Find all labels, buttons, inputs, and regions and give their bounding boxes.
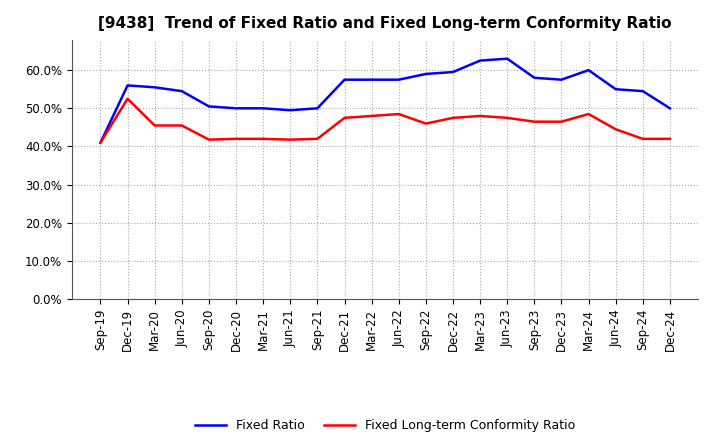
Legend: Fixed Ratio, Fixed Long-term Conformity Ratio: Fixed Ratio, Fixed Long-term Conformity …	[190, 414, 580, 437]
Fixed Ratio	[367, 77, 376, 82]
Fixed Ratio	[611, 87, 620, 92]
Fixed Long-term Conformity Ratio	[367, 114, 376, 119]
Fixed Long-term Conformity Ratio	[584, 111, 593, 117]
Fixed Ratio	[150, 84, 159, 90]
Fixed Ratio	[123, 83, 132, 88]
Fixed Ratio	[584, 67, 593, 73]
Line: Fixed Long-term Conformity Ratio: Fixed Long-term Conformity Ratio	[101, 99, 670, 143]
Fixed Ratio	[665, 106, 674, 111]
Fixed Long-term Conformity Ratio	[557, 119, 566, 125]
Fixed Long-term Conformity Ratio	[123, 96, 132, 101]
Fixed Long-term Conformity Ratio	[232, 136, 240, 142]
Fixed Long-term Conformity Ratio	[476, 114, 485, 119]
Fixed Long-term Conformity Ratio	[341, 115, 349, 121]
Fixed Ratio	[449, 70, 457, 75]
Fixed Ratio	[557, 77, 566, 82]
Fixed Ratio	[395, 77, 403, 82]
Fixed Ratio	[530, 75, 539, 81]
Fixed Ratio	[178, 88, 186, 94]
Fixed Long-term Conformity Ratio	[96, 140, 105, 145]
Fixed Ratio	[259, 106, 268, 111]
Line: Fixed Ratio: Fixed Ratio	[101, 59, 670, 143]
Fixed Long-term Conformity Ratio	[449, 115, 457, 121]
Fixed Long-term Conformity Ratio	[611, 127, 620, 132]
Fixed Ratio	[476, 58, 485, 63]
Fixed Long-term Conformity Ratio	[639, 136, 647, 142]
Fixed Ratio	[341, 77, 349, 82]
Fixed Ratio	[286, 108, 294, 113]
Fixed Ratio	[639, 88, 647, 94]
Fixed Ratio	[232, 106, 240, 111]
Fixed Long-term Conformity Ratio	[503, 115, 511, 121]
Fixed Long-term Conformity Ratio	[178, 123, 186, 128]
Fixed Long-term Conformity Ratio	[204, 137, 213, 142]
Fixed Long-term Conformity Ratio	[665, 136, 674, 142]
Fixed Ratio	[204, 104, 213, 109]
Title: [9438]  Trend of Fixed Ratio and Fixed Long-term Conformity Ratio: [9438] Trend of Fixed Ratio and Fixed Lo…	[99, 16, 672, 32]
Fixed Ratio	[313, 106, 322, 111]
Fixed Long-term Conformity Ratio	[421, 121, 430, 126]
Fixed Long-term Conformity Ratio	[286, 137, 294, 142]
Fixed Long-term Conformity Ratio	[259, 136, 268, 142]
Fixed Long-term Conformity Ratio	[530, 119, 539, 125]
Fixed Long-term Conformity Ratio	[313, 136, 322, 142]
Fixed Ratio	[96, 140, 105, 145]
Fixed Ratio	[503, 56, 511, 61]
Fixed Long-term Conformity Ratio	[150, 123, 159, 128]
Fixed Long-term Conformity Ratio	[395, 111, 403, 117]
Fixed Ratio	[421, 71, 430, 77]
